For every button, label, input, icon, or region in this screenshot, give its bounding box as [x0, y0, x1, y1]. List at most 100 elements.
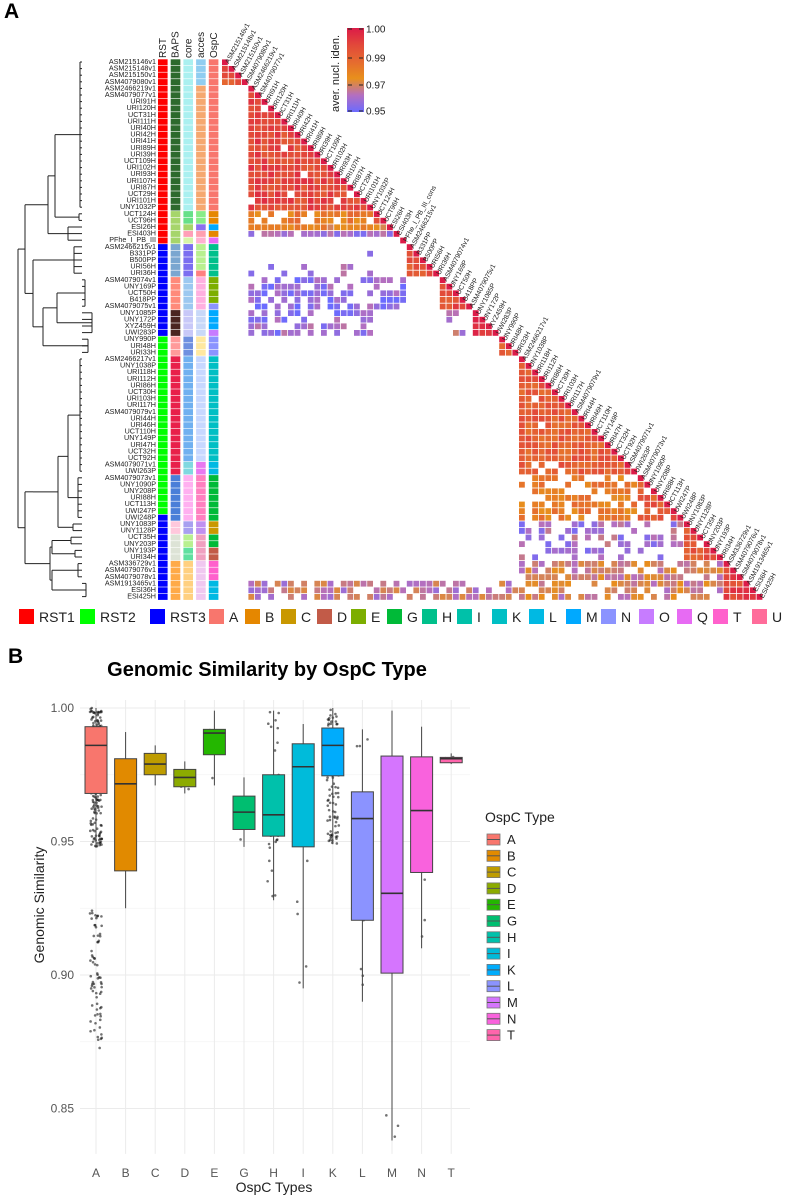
data-point	[99, 758, 102, 761]
annotation-cell-rst	[158, 442, 168, 449]
annotation-cell-rst	[158, 461, 168, 468]
data-point	[335, 728, 339, 732]
data-point	[209, 747, 213, 751]
data-point	[273, 795, 276, 799]
data-point	[327, 738, 330, 742]
heatmap-cell	[255, 151, 261, 158]
annotation-cell-rst	[158, 343, 168, 350]
heatmap-cell	[585, 501, 591, 508]
data-point	[100, 741, 103, 745]
heatmap-cell	[380, 303, 387, 310]
annotation-cell-rst	[158, 277, 168, 284]
heatmap-cell	[420, 257, 426, 264]
heatmap-cell	[631, 580, 637, 587]
annotation-cell-core	[183, 277, 193, 284]
heatmap-cell	[248, 138, 255, 145]
heatmap-cell	[400, 277, 406, 283]
data-point	[89, 750, 93, 753]
data-point	[330, 755, 334, 758]
annotation-cell-rst	[158, 501, 168, 508]
data-point	[94, 745, 98, 748]
data-point	[98, 766, 101, 769]
heatmap-cell	[301, 158, 307, 165]
annotation-cell-rst	[158, 593, 168, 600]
annotation-cell-rst	[158, 296, 168, 303]
heatmap-cell	[578, 574, 585, 580]
heatmap-cell	[406, 257, 413, 264]
data-point	[100, 760, 104, 764]
data-point	[92, 727, 96, 731]
heatmap-cell	[307, 270, 314, 277]
heatmap-cell	[301, 316, 307, 323]
heatmap-cell	[710, 580, 717, 587]
data-point	[99, 759, 103, 762]
data-point	[91, 764, 94, 768]
heatmap-cell	[281, 270, 288, 277]
heatmap-cell	[598, 528, 604, 534]
data-point	[332, 735, 335, 738]
heatmap-cell	[294, 184, 301, 191]
heatmap-cell	[354, 330, 360, 336]
heatmap-cell	[453, 587, 459, 594]
data-point	[89, 731, 93, 735]
data-point	[94, 729, 97, 732]
heatmap-cell	[281, 158, 288, 165]
data-point	[100, 762, 103, 766]
annotation-cell-ospc	[208, 211, 219, 218]
data-point	[99, 830, 103, 834]
annotation-cell-core	[183, 389, 193, 396]
heatmap-cell	[743, 594, 750, 600]
data-point	[326, 761, 329, 764]
data-point	[93, 1014, 97, 1017]
heatmap-cell	[307, 151, 314, 158]
row-label: ASM4079075v1	[105, 301, 156, 310]
heatmap-cell	[360, 231, 367, 237]
data-point	[331, 750, 335, 753]
data-point	[331, 792, 334, 796]
data-point	[93, 1028, 96, 1032]
heatmap-cell	[717, 587, 723, 594]
heatmap-cell	[255, 145, 261, 151]
heatmap-cell	[248, 105, 255, 112]
heatmap-cell	[545, 402, 552, 409]
heatmap-cell	[618, 554, 624, 561]
row-label: UWI263P	[125, 466, 156, 475]
heatmap-cell	[367, 580, 373, 587]
data-point	[99, 790, 102, 794]
data-point	[92, 803, 96, 807]
annotation-cell-rst	[158, 125, 168, 132]
heatmap-cell	[334, 587, 340, 594]
data-point	[95, 777, 99, 781]
heatmap-cell	[578, 514, 585, 521]
heatmap-cell	[710, 554, 717, 561]
data-point	[327, 718, 331, 722]
data-point	[92, 805, 95, 808]
data-point	[89, 757, 92, 760]
x-tick-label: D	[180, 1166, 189, 1180]
heatmap-cell	[585, 547, 591, 554]
heatmap-cell	[637, 488, 644, 495]
data-point	[99, 837, 102, 841]
data-point	[267, 842, 271, 846]
data-point	[304, 827, 307, 831]
data-point	[94, 834, 98, 838]
annotation-cell-core	[183, 323, 193, 330]
annotation-cell-baps	[170, 376, 181, 383]
data-point	[91, 716, 94, 719]
data-point	[97, 809, 101, 812]
data-point	[97, 788, 101, 791]
heatmap-cell	[347, 310, 354, 316]
legend-label-e: E	[507, 897, 516, 912]
heatmap-cell	[420, 594, 426, 600]
heatmap-cell	[274, 112, 281, 118]
data-point	[97, 939, 101, 943]
data-point	[90, 736, 93, 740]
annotation-cell-rst	[158, 217, 168, 224]
heatmap-cell	[703, 547, 710, 554]
row-label: URI112H	[127, 374, 156, 383]
heatmap-cell	[360, 580, 367, 587]
data-point	[331, 716, 335, 719]
annotation-cell-baps	[170, 197, 181, 204]
heatmap-cell	[288, 138, 294, 145]
data-point	[97, 786, 100, 790]
